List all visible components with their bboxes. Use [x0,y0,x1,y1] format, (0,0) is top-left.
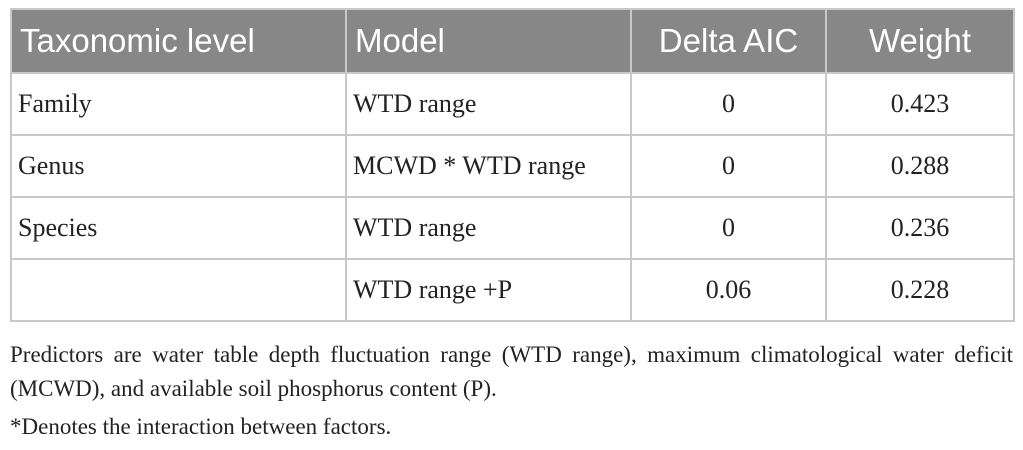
header-taxonomic-level: Taxonomic level [10,8,347,74]
cell-weight: 0.228 [825,258,1015,322]
cell-model: WTD range [345,72,632,136]
table-header-row: Taxonomic level Model Delta AIC Weight [10,8,1015,74]
cell-delta-aic: 0 [630,72,827,136]
predictors-footnote: Predictors are water table depth fluctua… [10,342,1013,401]
cell-model: WTD range [345,196,632,260]
cell-delta-aic: 0 [630,196,827,260]
table-row: Genus MCWD * WTD range 0 0.288 [10,134,1015,198]
model-selection-table: Taxonomic level Model Delta AIC Weight F… [10,8,1015,322]
table-row: Species WTD range 0 0.236 [10,196,1015,260]
interaction-footnote: *Denotes the interaction between factors… [10,414,392,439]
header-model: Model [345,8,632,74]
table-row: Family WTD range 0 0.423 [10,72,1015,136]
cell-taxonomic-level: Genus [10,134,347,198]
header-weight: Weight [825,8,1015,74]
cell-model: MCWD * WTD range [345,134,632,198]
cell-weight: 0.288 [825,134,1015,198]
table-footnotes: Predictors are water table depth fluctua… [10,338,1013,444]
table-container: Taxonomic level Model Delta AIC Weight F… [10,8,1015,322]
table-row: WTD range +P 0.06 0.228 [10,258,1015,322]
cell-taxonomic-level [10,258,347,322]
cell-taxonomic-level: Family [10,72,347,136]
cell-weight: 0.236 [825,196,1015,260]
cell-delta-aic: 0 [630,134,827,198]
cell-delta-aic: 0.06 [630,258,827,322]
header-delta-aic: Delta AIC [630,8,827,74]
cell-model: WTD range +P [345,258,632,322]
cell-weight: 0.423 [825,72,1015,136]
cell-taxonomic-level: Species [10,196,347,260]
